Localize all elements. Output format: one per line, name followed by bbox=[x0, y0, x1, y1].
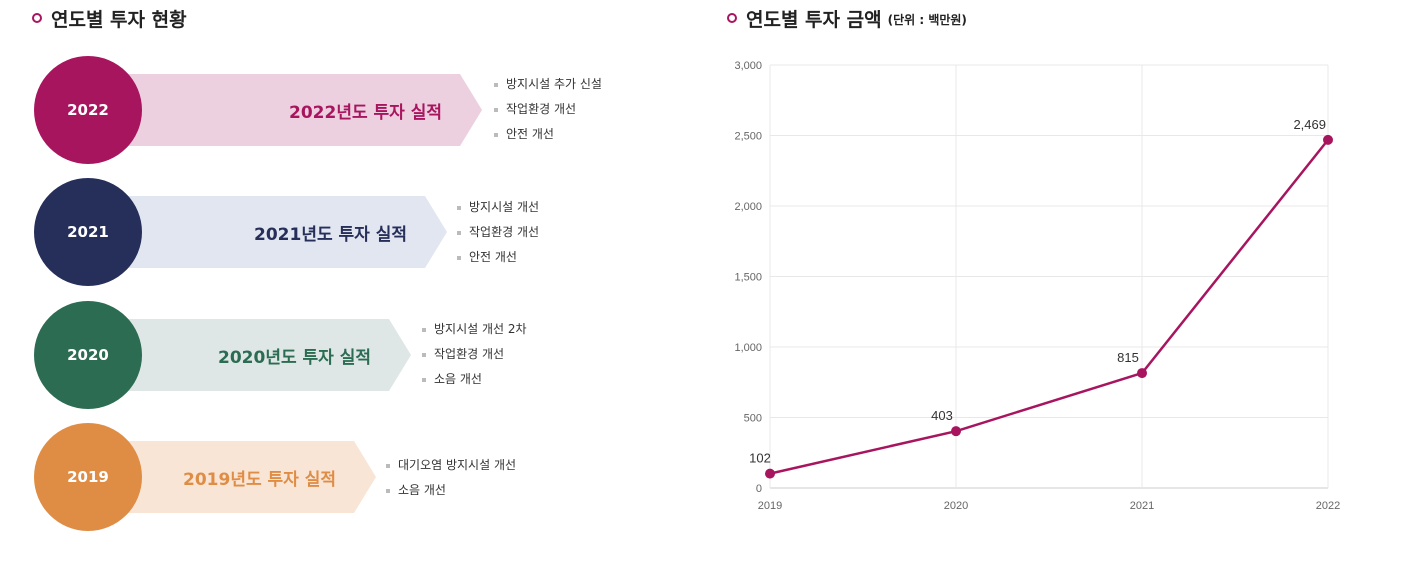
data-point bbox=[951, 426, 961, 437]
data-point bbox=[765, 468, 775, 479]
year-circle-2021: 2021 bbox=[34, 178, 142, 286]
y-tick-label: 1,000 bbox=[734, 342, 762, 354]
data-label: 403 bbox=[931, 408, 953, 423]
list-item: 방지시설 추가 신설 bbox=[494, 72, 602, 97]
banner-label: 2022년도 투자 실적 bbox=[289, 102, 442, 123]
right-section-title: 연도별 투자 금액 (단위 : 백만원) bbox=[727, 6, 967, 31]
y-tick-label: 1,500 bbox=[734, 272, 762, 284]
x-tick-label: 2022 bbox=[1316, 500, 1340, 512]
right-title-text: 연도별 투자 금액 bbox=[746, 8, 882, 31]
series-line bbox=[769, 139, 1329, 475]
item-list-2020: 방지시설 개선 2차 작업환경 개선 소음 개선 bbox=[422, 317, 527, 392]
list-item: 안전 개선 bbox=[494, 122, 602, 147]
list-item: 방지시설 개선 2차 bbox=[422, 317, 527, 342]
list-item: 작업환경 개선 bbox=[457, 220, 539, 245]
list-item: 작업환경 개선 bbox=[422, 342, 527, 367]
item-list-2022: 방지시설 추가 신설 작업환경 개선 안전 개선 bbox=[494, 72, 602, 147]
list-item: 소음 개선 bbox=[386, 478, 516, 503]
item-list-2021: 방지시설 개선 작업환경 개선 안전 개선 bbox=[457, 195, 539, 270]
list-item: 방지시설 개선 bbox=[457, 195, 539, 220]
item-list-2019: 대기오염 방지시설 개선 소음 개선 bbox=[386, 453, 516, 503]
y-tick-label: 500 bbox=[744, 413, 762, 425]
list-item: 안전 개선 bbox=[457, 245, 539, 270]
year-banner-2022: 2022년도 투자 실적 bbox=[82, 74, 482, 146]
list-item: 대기오염 방지시설 개선 bbox=[386, 453, 516, 478]
year-row-2021: 2021년도 투자 실적 2021 방지시설 개선 작업환경 개선 안전 개선 bbox=[0, 178, 660, 288]
x-tick-label: 2019 bbox=[758, 500, 782, 512]
list-item: 작업환경 개선 bbox=[494, 97, 602, 122]
investment-line-chart: 0 500 1,000 1,500 2,000 2,500 3,000 2019 2020 202… bbox=[734, 60, 1340, 512]
y-tick-label: 2,500 bbox=[734, 131, 762, 143]
year-row-2022: 2022년도 투자 실적 2022 방지시설 추가 신설 작업환경 개선 안전 … bbox=[0, 56, 660, 166]
y-tick-label: 0 bbox=[756, 483, 762, 495]
year-row-2019: 2019년도 투자 실적 2019 대기오염 방지시설 개선 소음 개선 bbox=[0, 423, 660, 533]
circle-bullet-icon bbox=[32, 13, 42, 23]
data-point bbox=[1137, 368, 1147, 379]
year-circle-2019: 2019 bbox=[34, 423, 142, 531]
banner-label: 2019년도 투자 실적 bbox=[183, 469, 336, 490]
x-tick-label: 2021 bbox=[1130, 500, 1154, 512]
data-label: 2,469 bbox=[1293, 117, 1326, 132]
banner-label: 2020년도 투자 실적 bbox=[218, 347, 371, 368]
data-label: 815 bbox=[1117, 350, 1139, 365]
year-banner-2021: 2021년도 투자 실적 bbox=[82, 196, 447, 268]
circle-bullet-icon bbox=[727, 13, 737, 23]
y-tick-label: 2,000 bbox=[734, 201, 762, 213]
left-section-title: 연도별 투자 현황 bbox=[32, 6, 187, 31]
data-point bbox=[1323, 134, 1333, 145]
year-circle-2022: 2022 bbox=[34, 56, 142, 164]
left-title-text: 연도별 투자 현황 bbox=[51, 8, 187, 31]
y-tick-label: 3,000 bbox=[734, 60, 762, 72]
list-item: 소음 개선 bbox=[422, 367, 527, 392]
unit-label: (단위 : 백만원) bbox=[887, 13, 967, 27]
year-circle-2020: 2020 bbox=[34, 301, 142, 409]
year-row-2020: 2020년도 투자 실적 2020 방지시설 개선 2차 작업환경 개선 소음 … bbox=[0, 301, 660, 411]
data-label: 102 bbox=[749, 451, 771, 466]
x-tick-label: 2020 bbox=[944, 500, 968, 512]
banner-label: 2021년도 투자 실적 bbox=[254, 224, 407, 245]
